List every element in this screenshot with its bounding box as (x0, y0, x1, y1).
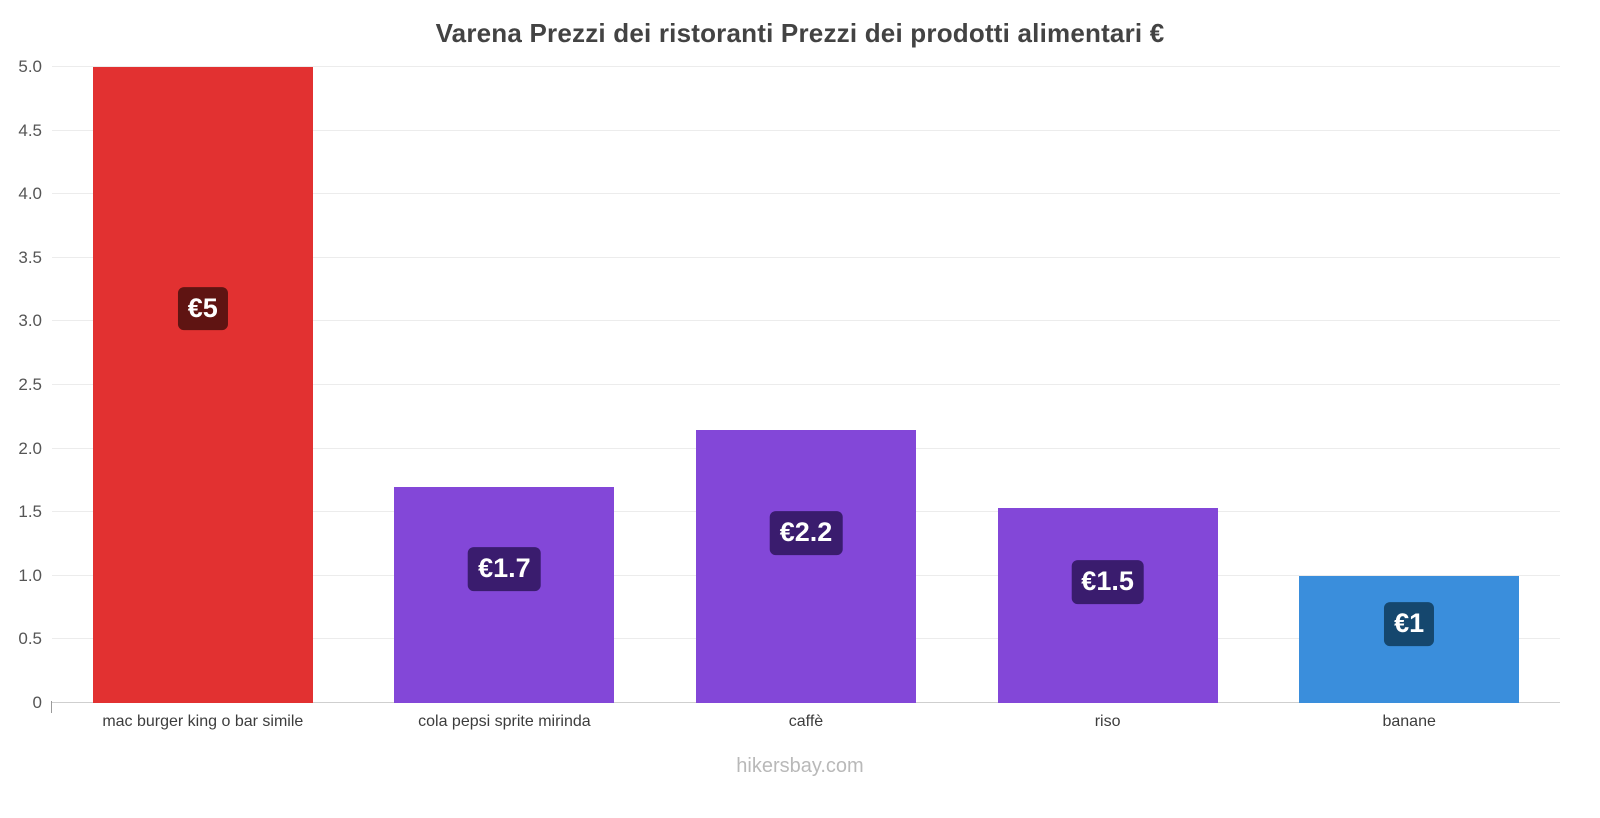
bar-slot: €1.7 (354, 67, 656, 703)
y-axis-tick-label: 3.0 (18, 311, 42, 331)
y-axis-tick-label: 0.5 (18, 629, 42, 649)
bar-1: €5 (92, 67, 313, 703)
x-axis-category-label: mac burger king o bar simile (102, 713, 304, 730)
gridline (52, 256, 1560, 258)
y-axis-tick-label: 2.5 (18, 375, 42, 394)
x-axis-category-label: banane (1382, 713, 1436, 730)
chart-title: Varena Prezzi dei ristoranti Prezzi dei … (435, 18, 1165, 48)
bar-value-label: €1.7 (468, 547, 541, 591)
bar-5: €1 (1299, 575, 1520, 703)
y-axis-stub (51, 701, 52, 713)
y-axis-tick-label: 3.5 (18, 247, 42, 267)
bar-2: €1.7 (394, 486, 615, 703)
gridline (52, 66, 1560, 67)
x-axis-category-label: riso (1094, 713, 1121, 730)
footer-credit: hikersbay.com (736, 755, 864, 777)
bar-slot: €5 (52, 67, 354, 703)
bar-3: €2.2 (695, 429, 917, 703)
gridline (52, 193, 1560, 195)
gridline (52, 320, 1560, 322)
gridline (52, 129, 1560, 131)
bar-slot: €1.5 (957, 67, 1259, 703)
x-axis-category-label: cola pepsi sprite mirinda (418, 713, 591, 730)
y-axis-tick-label: 1.0 (18, 565, 42, 585)
bars-container: €5 €1.7 €2.2 €1.5 €1 (52, 67, 1560, 703)
bar-value-label: €1.5 (1071, 560, 1144, 605)
x-axis-labels: mac burger king o bar simile cola pepsi s… (52, 713, 1560, 731)
bar-value-label: €5 (177, 286, 228, 331)
plot-area: €5 €1.7 €2.2 €1.5 €1 0 0.5 1.0 1.5 2.0 2.5 3.0 3.5 4… (18, 57, 1560, 713)
y-axis-tick-label: 4.5 (18, 120, 42, 140)
bar-slot: €1 (1258, 67, 1560, 703)
gridline (52, 384, 1560, 385)
bar-4: €1.5 (997, 508, 1218, 703)
y-axis-tick-label: 2.0 (18, 438, 42, 458)
x-axis-category-label: caffè (788, 713, 824, 730)
bar-value-label: €2.2 (769, 511, 843, 556)
bar-value-label: €1 (1384, 602, 1435, 646)
y-axis-tick-label: 1.5 (18, 502, 42, 522)
y-axis-tick-label: 0 (32, 693, 42, 712)
bar-slot: €2.2 (655, 67, 957, 703)
y-axis-tick-label: 5.0 (18, 57, 42, 76)
y-axis-tick-label: 4.0 (18, 184, 42, 204)
